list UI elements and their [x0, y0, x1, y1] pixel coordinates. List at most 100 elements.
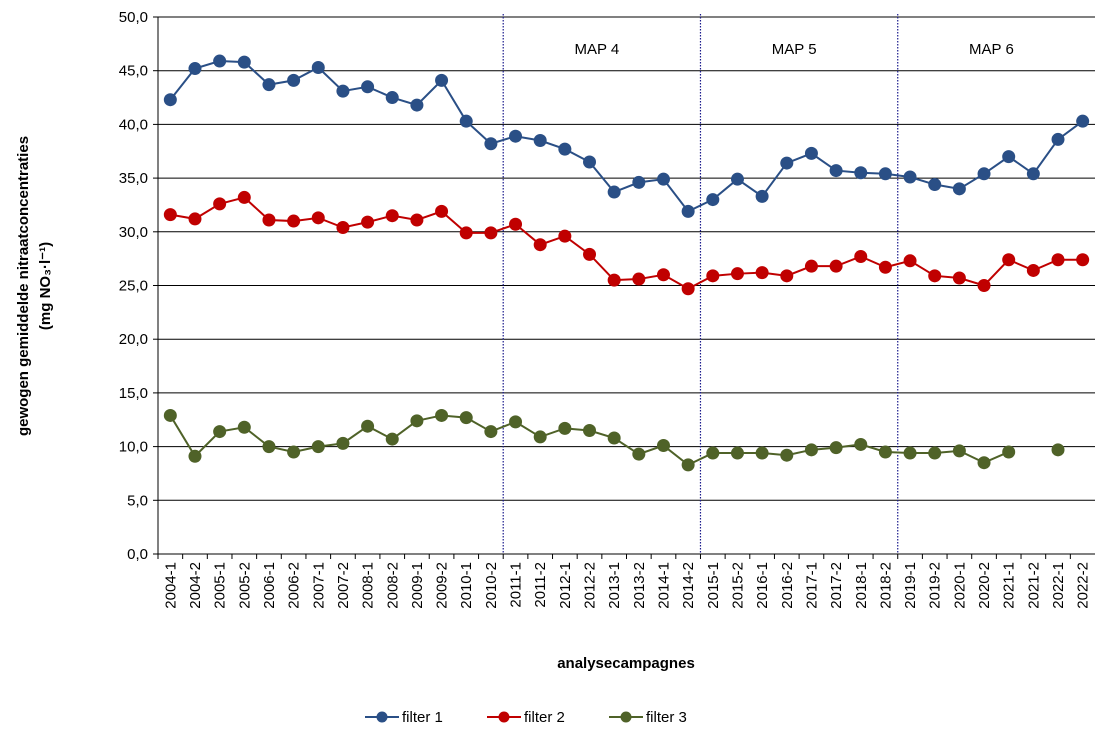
data-point	[336, 221, 350, 235]
data-point	[533, 430, 547, 444]
data-point	[804, 146, 818, 160]
data-point	[928, 269, 942, 283]
data-point	[780, 156, 794, 170]
x-tick-label: 2008-2	[384, 562, 401, 609]
y-tick-label: 0,0	[127, 546, 148, 563]
data-point	[1026, 263, 1040, 277]
data-point	[361, 419, 375, 433]
data-point	[188, 212, 202, 226]
data-point	[558, 229, 572, 243]
legend-label: filter 1	[402, 709, 443, 726]
x-tick-label: 2010-1	[458, 562, 475, 609]
x-tick-label: 2016-1	[754, 562, 771, 609]
data-point	[1051, 443, 1065, 457]
data-point	[237, 55, 251, 69]
data-point	[755, 446, 769, 460]
data-point	[287, 73, 301, 87]
y-axis-title: gewogen gemiddelde nitraatconcentraties	[15, 136, 32, 436]
data-point	[952, 182, 966, 196]
data-point	[878, 260, 892, 274]
data-point	[336, 84, 350, 98]
x-tick-label: 2013-2	[631, 562, 648, 609]
legend-label: filter 2	[524, 709, 565, 726]
data-point	[287, 445, 301, 459]
data-point	[336, 436, 350, 450]
x-tick-label: 2006-1	[261, 562, 278, 609]
data-point	[311, 60, 325, 74]
data-point	[977, 456, 991, 470]
data-point	[755, 189, 769, 203]
data-point	[804, 259, 818, 273]
x-tick-label: 2005-2	[236, 562, 253, 609]
period-label: MAP 4	[575, 41, 620, 58]
legend-marker	[620, 711, 632, 723]
x-tick-label: 2013-1	[606, 562, 623, 609]
x-tick-label: 2012-1	[557, 562, 574, 609]
data-point	[656, 268, 670, 282]
data-point	[607, 273, 621, 287]
x-tick-label: 2005-1	[212, 562, 229, 609]
data-point	[1051, 132, 1065, 146]
data-point	[410, 414, 424, 428]
x-tick-label: 2020-2	[976, 562, 993, 609]
data-point	[1076, 114, 1090, 128]
x-tick-label: 2007-2	[335, 562, 352, 609]
data-point	[878, 445, 892, 459]
data-point	[459, 226, 473, 240]
y-axis-title: (mg NO₃·l⁻¹)	[37, 242, 54, 330]
data-point	[977, 279, 991, 292]
data-point	[509, 129, 523, 143]
data-point	[632, 175, 646, 189]
data-point	[928, 178, 942, 192]
data-point	[607, 185, 621, 199]
data-point	[829, 259, 843, 273]
y-tick-label: 35,0	[119, 170, 148, 187]
x-tick-label: 2021-2	[1025, 562, 1042, 609]
data-point	[237, 190, 251, 204]
data-point	[730, 172, 744, 186]
y-tick-label: 30,0	[119, 224, 148, 241]
data-point	[213, 197, 227, 211]
y-tick-label: 10,0	[119, 439, 148, 456]
x-tick-label: 2020-1	[951, 562, 968, 609]
data-point	[237, 420, 251, 434]
x-tick-label: 2019-1	[902, 562, 919, 609]
data-point	[583, 423, 597, 437]
data-point	[632, 447, 646, 461]
data-point	[656, 172, 670, 186]
data-point	[903, 446, 917, 460]
data-point	[509, 415, 523, 429]
x-tick-label: 2022-1	[1050, 562, 1067, 609]
legend-marker	[498, 711, 510, 723]
series-line	[170, 196, 1083, 290]
data-point	[829, 164, 843, 178]
data-point	[385, 209, 399, 223]
x-tick-label: 2007-1	[310, 562, 327, 609]
data-point	[558, 142, 572, 156]
data-point	[385, 432, 399, 446]
period-label: MAP 6	[969, 41, 1014, 58]
x-tick-label: 2012-2	[582, 562, 599, 609]
x-tick-label: 2010-2	[483, 562, 500, 609]
data-point	[854, 166, 868, 180]
data-point	[558, 421, 572, 435]
data-point	[952, 444, 966, 458]
data-point	[287, 214, 301, 228]
data-point	[385, 91, 399, 105]
data-point	[656, 439, 670, 453]
data-point	[706, 446, 720, 460]
data-point	[780, 448, 794, 462]
data-point	[361, 215, 375, 229]
x-tick-label: 2016-2	[779, 562, 796, 609]
data-point	[952, 271, 966, 285]
legend-label: filter 3	[646, 709, 687, 726]
data-point	[1076, 253, 1090, 267]
data-point	[681, 204, 695, 218]
data-point	[533, 238, 547, 252]
x-tick-label: 2018-1	[853, 562, 870, 609]
y-tick-label: 20,0	[119, 331, 148, 348]
x-tick-label: 2004-1	[162, 562, 179, 609]
data-point	[928, 446, 942, 460]
x-tick-label: 2009-1	[409, 562, 426, 609]
data-point	[459, 114, 473, 128]
